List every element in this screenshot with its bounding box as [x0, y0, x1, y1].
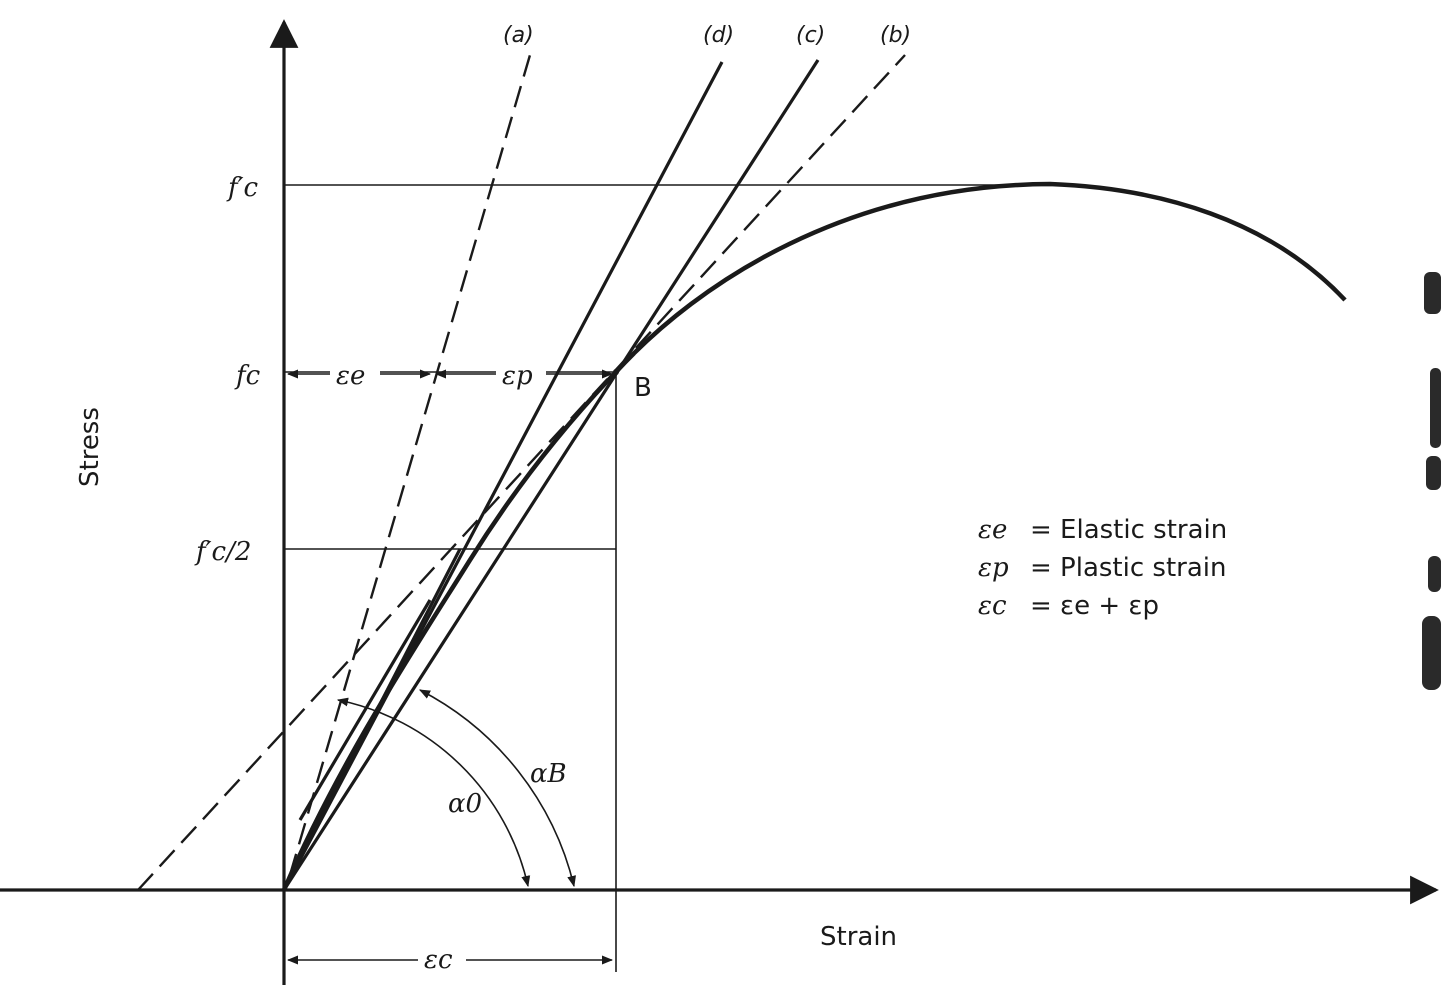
legend-text-elastic: = Elastic strain: [1030, 515, 1227, 545]
curve-label-c: (c): [796, 23, 825, 48]
legend-text-plastic: = Plastic strain: [1030, 553, 1226, 583]
curve-label-a: (a): [503, 23, 534, 48]
point-b: [613, 369, 619, 375]
x-axis-title: Strain: [820, 922, 897, 952]
legend: εe = Elastic strain εp = Plastic strain …: [978, 515, 1227, 621]
alpha-0-label: α0: [448, 789, 482, 819]
tick-label-fc: fc: [234, 361, 261, 391]
stress-strain-curve: [281, 181, 1347, 891]
line-b-tangent: [137, 54, 906, 891]
tick-label-fc-prime-half: f′c/2: [194, 537, 251, 567]
total-strain-label: εc: [424, 945, 453, 975]
line-a-initial-tangent: [288, 54, 532, 876]
legend-symbol-elastic: εe: [978, 515, 1007, 545]
curve-label-d: (d): [703, 23, 734, 48]
legend-symbol-plastic: εp: [978, 553, 1009, 583]
plastic-strain-label-bg: [496, 360, 546, 390]
elastic-strain-label-bg: [330, 360, 380, 390]
curve-label-b: (b): [880, 23, 911, 48]
total-strain-label-bg: [418, 944, 466, 974]
tick-label-fc-prime: f′c: [226, 173, 259, 203]
alpha-b-label: αB: [530, 759, 567, 789]
y-axis-title: Stress: [75, 407, 105, 487]
legend-symbol-total: εc: [978, 591, 1007, 621]
plastic-strain-label: εp: [502, 361, 533, 391]
legend-text-total: = εe + εp: [1030, 591, 1159, 621]
edge-artifacts: [1422, 272, 1441, 690]
point-b-label: B: [634, 373, 652, 403]
elastic-strain-label: εe: [336, 361, 365, 391]
alpha-b-arc: [419, 689, 576, 888]
secant-line-inner: [298, 599, 432, 821]
